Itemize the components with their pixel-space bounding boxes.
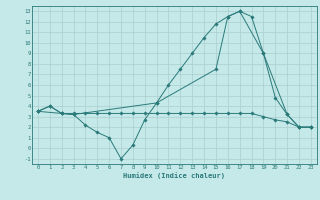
X-axis label: Humidex (Indice chaleur): Humidex (Indice chaleur): [124, 172, 225, 179]
